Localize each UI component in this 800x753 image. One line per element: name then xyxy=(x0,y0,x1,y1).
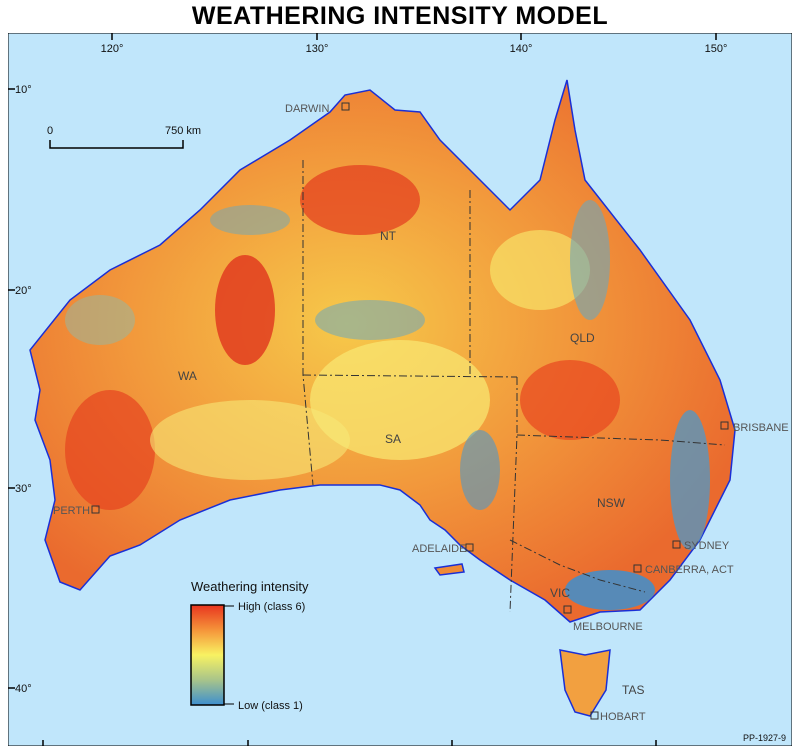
mainland xyxy=(29,79,736,623)
kangaroo-island xyxy=(433,563,465,576)
state-wa: WA xyxy=(178,369,197,383)
lon-tick-150: 150° xyxy=(705,43,728,55)
reference-code: PP-1927-9 xyxy=(743,733,786,743)
state-vic: VIC xyxy=(550,586,570,600)
state-nsw: NSW xyxy=(597,496,626,510)
map-title: WEATHERING INTENSITY MODEL xyxy=(191,2,609,30)
city-sydney: SYDNEY xyxy=(684,540,730,552)
graticule-ticks xyxy=(8,33,717,746)
city-canberra: CANBERRA, ACT xyxy=(645,564,734,576)
city-adelaide: ADELAIDE xyxy=(412,543,466,555)
lat-tick-10: 10° xyxy=(15,84,32,96)
state-sa: SA xyxy=(385,432,401,446)
legend-low: Low (class 1) xyxy=(238,700,303,712)
legend-title: Weathering intensity xyxy=(191,579,309,594)
scale-start: 0 xyxy=(47,125,53,137)
city-perth: PERTH xyxy=(53,505,90,517)
lat-tick-40: 40° xyxy=(15,683,32,695)
lat-tick-20: 20° xyxy=(15,285,32,297)
city-hobart: HOBART xyxy=(600,711,646,723)
lat-tick-30: 30° xyxy=(15,483,32,495)
intensity-patches xyxy=(65,165,710,610)
city-darwin: DARWIN xyxy=(285,103,329,115)
lon-tick-140: 140° xyxy=(510,43,533,55)
state-qld: QLD xyxy=(570,331,595,345)
legend-color-ramp xyxy=(190,604,225,706)
state-borders xyxy=(302,160,726,613)
state-tas: TAS xyxy=(622,683,644,697)
city-markers xyxy=(91,102,729,720)
scale-end: 750 km xyxy=(165,125,201,137)
map-frame: 120° 130° 140° 150° 10° 20° 30° 40° 0 75… xyxy=(8,33,792,746)
legend-high: High (class 6) xyxy=(238,601,305,613)
lon-tick-130: 130° xyxy=(306,43,329,55)
tasmania xyxy=(559,649,611,717)
legend: Weathering intensity High (class 6) Low … xyxy=(190,579,309,712)
lon-tick-120: 120° xyxy=(101,43,124,55)
scale-bar: 0 750 km xyxy=(47,125,201,149)
state-nt: NT xyxy=(380,229,397,243)
city-brisbane: BRISBANE xyxy=(733,422,789,434)
city-melbourne: MELBOURNE xyxy=(573,621,643,633)
